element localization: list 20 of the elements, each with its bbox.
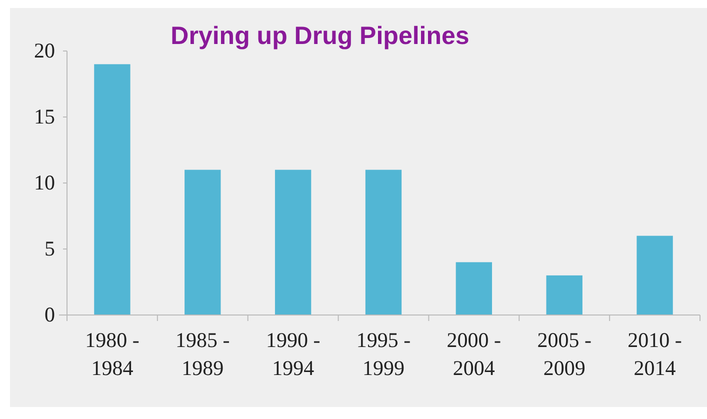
y-tick-label: 0 — [44, 302, 55, 327]
x-tick-label: 1985 - 1989 — [176, 328, 230, 380]
bar — [365, 170, 402, 315]
bar — [546, 275, 582, 315]
y-tick-label: 5 — [44, 236, 55, 261]
x-tick-label: 1990 - 1994 — [266, 328, 320, 380]
bar — [274, 170, 312, 315]
bar — [636, 236, 673, 315]
bar — [184, 170, 221, 315]
x-tick-label: 2010 - 2014 — [628, 328, 682, 380]
x-tick-label: 1980 - 1984 — [85, 328, 140, 380]
y-tick-label: 20 — [34, 38, 55, 63]
x-tick-label: 2000 - 2004 — [446, 328, 502, 380]
x-tick-label: 1995 - 1999 — [356, 328, 411, 380]
y-tick-label: 15 — [34, 104, 55, 129]
bar — [94, 64, 130, 315]
x-tick-label: 2005 - 2009 — [537, 328, 592, 380]
chart-title: Drying up Drug Pipelines — [170, 22, 470, 50]
y-tick-label: 10 — [34, 170, 55, 195]
bar — [456, 262, 492, 315]
